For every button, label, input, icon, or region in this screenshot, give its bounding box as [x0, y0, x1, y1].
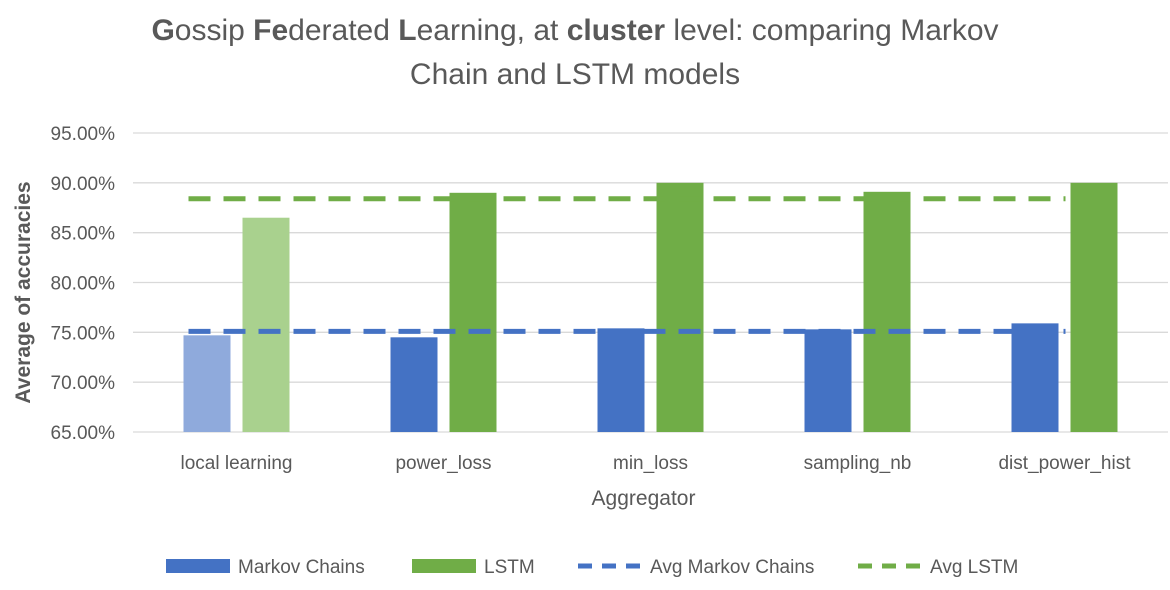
chart-title-segment: cluster [566, 14, 666, 47]
chart-title-segment: ossip [174, 14, 254, 47]
y-tick-label: 85.00% [51, 224, 116, 245]
y-tick-label: 80.00% [51, 274, 116, 295]
y-axis-title: Average of accuracies [12, 181, 35, 403]
chart-title-segment: earning, at [416, 14, 567, 47]
bar-markov-3 [804, 329, 852, 432]
chart-title-segment: G [151, 14, 175, 47]
y-tick-label: 65.00% [51, 423, 116, 444]
y-tick-label: 75.00% [51, 323, 116, 344]
legend-lstm-swatch [412, 559, 476, 573]
bar-lstm-1 [449, 192, 497, 432]
chart-title-segment: Fe [253, 14, 289, 47]
bar-markov-1 [390, 337, 438, 432]
y-tick-label: 95.00% [51, 124, 116, 145]
x-tick-label: min_loss [613, 453, 688, 474]
chart-title-line-2: Chain and LSTM models [409, 58, 741, 91]
x-tick-label: sampling_nb [804, 453, 912, 474]
bar-lstm-0 [242, 217, 290, 432]
legend-markov-swatch [166, 559, 230, 573]
bar-lstm-2 [656, 182, 704, 432]
chart-title-line-1: Gossip Federated Learning, at cluster le… [0, 14, 1150, 48]
x-tick-label: local learning [181, 453, 293, 474]
bar-lstm-4 [1070, 182, 1118, 432]
chart-title-segment: level: comparing Markov [665, 14, 999, 47]
y-tick-label: 90.00% [51, 174, 116, 195]
legend-markov-label: Markov Chains [238, 557, 365, 578]
bar-markov-4 [1011, 323, 1059, 432]
legend-avg-lstm-label: Avg LSTM [930, 557, 1018, 578]
x-axis-title: Aggregator [592, 487, 696, 510]
y-tick-label: 70.00% [51, 373, 116, 394]
chart-title-segment: L [398, 14, 417, 47]
x-tick-label: power_loss [395, 453, 491, 474]
bar-lstm-3 [863, 191, 911, 432]
x-tick-label: dist_power_hist [998, 453, 1131, 474]
chart-title-segment: derated [288, 14, 399, 47]
legend-lstm-label: LSTM [484, 557, 535, 578]
bar-markov-0 [183, 335, 231, 432]
bar-markov-2 [597, 328, 645, 432]
legend-avg-markov-label: Avg Markov Chains [650, 557, 814, 578]
